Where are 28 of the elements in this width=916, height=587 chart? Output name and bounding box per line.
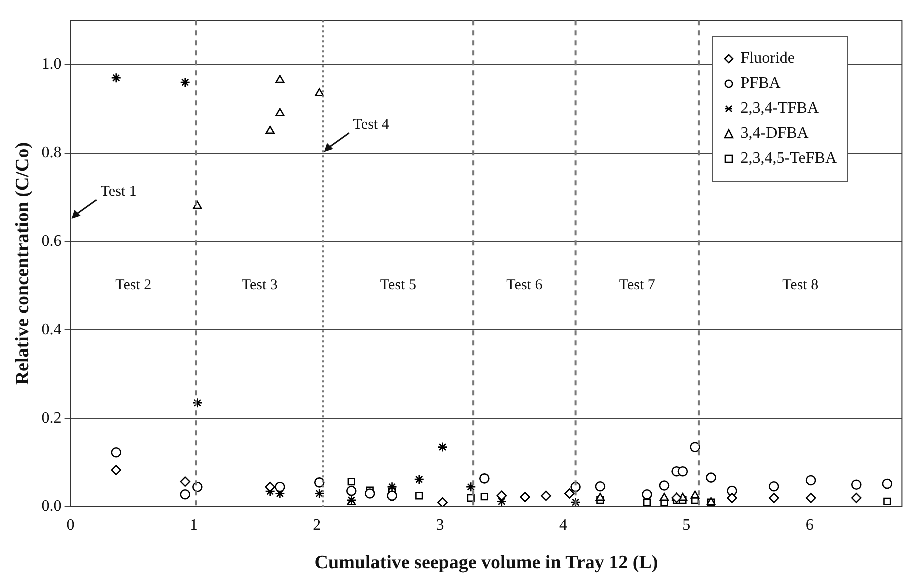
x-tick-label: 1 bbox=[190, 516, 198, 534]
x-tick-label: 6 bbox=[806, 516, 814, 534]
annotation: Test 3 bbox=[242, 278, 278, 294]
legend-label: 2,3,4,5-TeFBA bbox=[740, 150, 837, 168]
y-tick-label: 1.0 bbox=[42, 56, 62, 74]
y-tick-label: 0.0 bbox=[42, 498, 62, 516]
y-tick-label: 0.4 bbox=[42, 321, 62, 338]
x-tick-label: 5 bbox=[682, 516, 691, 534]
y-axis-title: Relative concentration (C/Co) bbox=[12, 142, 34, 386]
annotation: Test 4 bbox=[353, 117, 390, 134]
annotation: Test 8 bbox=[782, 278, 819, 294]
x-axis-title: Cumulative seepage volume in Tray 12 (L) bbox=[314, 552, 658, 574]
y-tick-label: 0.8 bbox=[42, 144, 62, 162]
x-tick-label: 3 bbox=[436, 516, 444, 534]
annotation: Test 5 bbox=[380, 278, 416, 294]
y-tick-label: 0.2 bbox=[42, 410, 62, 427]
annotation: Test 6 bbox=[506, 278, 544, 294]
legend-label: 2,3,4-TFBA bbox=[740, 100, 820, 118]
legend-label: PFBA bbox=[740, 75, 781, 93]
annotation: Test 7 bbox=[619, 278, 656, 294]
annotation: Test 1 bbox=[100, 184, 137, 200]
legend-label: 3,4-DFBA bbox=[740, 125, 809, 143]
legend-label: Fluoride bbox=[740, 50, 795, 68]
annotation: Test 2 bbox=[116, 278, 152, 294]
x-tick-label: 4 bbox=[559, 516, 568, 534]
x-tick-label: 0 bbox=[66, 516, 75, 534]
x-tick-label: 2 bbox=[313, 516, 322, 534]
y-tick-label: 0.6 bbox=[42, 232, 62, 250]
